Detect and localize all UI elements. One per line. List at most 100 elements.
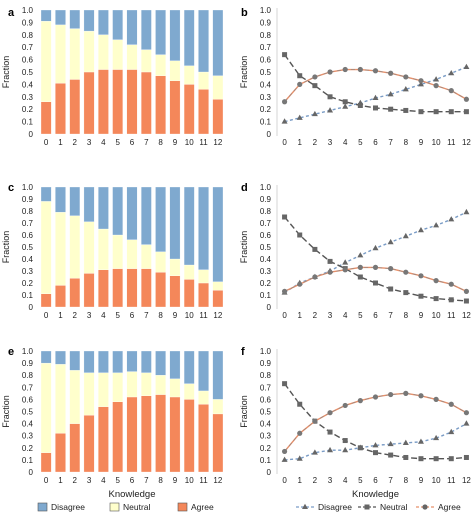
- x-tick-label: 2: [313, 476, 318, 485]
- bar-disagree: [155, 350, 166, 376]
- marker-disagree: [296, 114, 303, 120]
- bar-neutral: [169, 60, 181, 81]
- bar-agree: [55, 433, 66, 473]
- bar-agree: [183, 399, 195, 473]
- y-tick-label: 0.1: [22, 456, 34, 465]
- y-tick-label: 1.0: [22, 347, 34, 356]
- bar-disagree: [55, 350, 66, 365]
- bar-disagree: [126, 350, 138, 372]
- marker-agree: [297, 281, 303, 287]
- marker-disagree: [387, 440, 394, 447]
- y-axis-label: Fraction: [1, 56, 11, 89]
- x-tick-label: 11: [447, 138, 456, 147]
- bar-agree: [183, 84, 195, 135]
- marker-agree: [372, 394, 379, 400]
- bar-agree: [169, 80, 181, 135]
- bar-disagree: [83, 186, 95, 222]
- bar-disagree: [183, 186, 195, 266]
- x-tick-label: 1: [58, 476, 63, 485]
- bar-neutral: [112, 234, 123, 269]
- bar-agree: [40, 293, 52, 308]
- bar-disagree: [126, 9, 138, 45]
- x-tick-label: 0: [282, 138, 287, 147]
- x-tick-label: 11: [199, 138, 208, 147]
- marker-disagree: [402, 439, 409, 445]
- x-tick-label: 4: [343, 311, 348, 320]
- y-axis-label: Fraction: [1, 231, 11, 264]
- y-tick-label: 0.1: [22, 118, 34, 127]
- x-tick-label: 6: [130, 476, 135, 485]
- x-tick-label: 10: [185, 311, 194, 320]
- marker-neutral: [448, 456, 454, 462]
- bar-agree: [40, 101, 52, 135]
- marker-disagree: [387, 238, 394, 245]
- bar-disagree: [155, 9, 166, 55]
- bar-agree: [69, 423, 81, 473]
- x-tick-label: 0: [44, 311, 49, 320]
- marker-disagree: [387, 91, 394, 97]
- bar-agree: [55, 285, 66, 308]
- marker-neutral: [282, 381, 288, 387]
- x-tick-label: 12: [462, 138, 471, 147]
- x-tick-label: 11: [447, 476, 456, 485]
- marker-neutral: [282, 214, 288, 220]
- marker-disagree: [448, 69, 455, 76]
- x-tick-label: 3: [328, 138, 333, 147]
- marker-disagree: [311, 449, 318, 455]
- marker-neutral: [433, 456, 439, 462]
- legend-label-disagree: Disagree: [51, 502, 85, 512]
- bar-neutral: [83, 30, 95, 73]
- bar-neutral: [169, 258, 181, 276]
- x-tick-label: 9: [173, 311, 178, 320]
- y-tick-label: 1.0: [260, 6, 272, 15]
- bar-agree: [169, 275, 181, 308]
- bar-neutral: [212, 281, 224, 291]
- bar-disagree: [112, 186, 123, 236]
- bar-neutral: [141, 372, 152, 396]
- y-tick-label: 0.1: [260, 456, 272, 465]
- marker-neutral: [297, 73, 303, 79]
- marker-disagree: [372, 94, 379, 101]
- bar-neutral: [83, 372, 95, 416]
- legend-swatch-agree: [177, 502, 188, 512]
- bar-disagree: [212, 9, 224, 76]
- x-tick-label: 10: [185, 476, 194, 485]
- marker-neutral: [373, 280, 378, 286]
- x-tick-label: 4: [343, 138, 348, 147]
- x-tick-label: 11: [199, 476, 208, 485]
- marker-neutral: [463, 454, 469, 460]
- marker-disagree: [448, 428, 455, 435]
- bar-disagree: [169, 186, 181, 260]
- x-tick-label: 8: [158, 138, 163, 147]
- marker-neutral: [297, 401, 303, 407]
- marker-agree: [448, 281, 454, 287]
- y-tick-label: 0.6: [260, 395, 272, 404]
- marker-neutral: [403, 107, 409, 113]
- marker-neutral: [373, 450, 378, 456]
- x-tick-label: 1: [58, 311, 63, 320]
- x-tick-label: 3: [87, 311, 92, 320]
- bar-agree: [98, 406, 109, 473]
- y-tick-label: 0.7: [22, 383, 34, 392]
- bar-disagree: [141, 350, 152, 373]
- marker-neutral: [342, 99, 348, 105]
- bar-neutral: [69, 28, 81, 80]
- bar-agree: [198, 282, 209, 308]
- y-tick-label: 1.0: [22, 183, 34, 192]
- y-axis-label: Fraction: [239, 56, 249, 89]
- y-tick-label: 0.6: [260, 231, 272, 240]
- bar-disagree: [198, 186, 209, 270]
- bar-agree: [112, 401, 123, 473]
- x-tick-label: 12: [462, 311, 471, 320]
- marker-neutral: [327, 429, 333, 435]
- marker-disagree: [311, 110, 318, 117]
- bar-agree: [155, 75, 166, 135]
- bar-neutral: [183, 383, 195, 400]
- marker-agree: [312, 418, 318, 424]
- marker-agree: [403, 74, 409, 80]
- y-tick-label: 0.3: [22, 93, 34, 102]
- x-tick-label: 4: [343, 476, 348, 485]
- marker-disagree: [402, 86, 409, 92]
- y-tick-label: 1.0: [22, 6, 34, 15]
- y-tick-label: 0.7: [260, 43, 272, 52]
